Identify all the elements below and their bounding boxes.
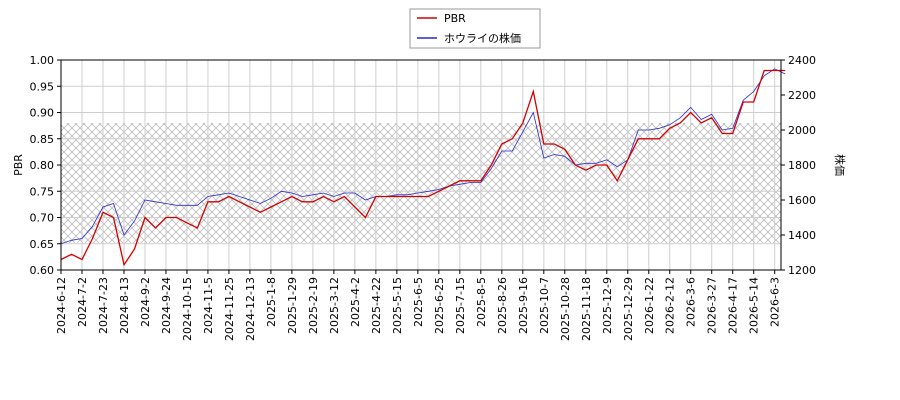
y2-axis-label: 株価 bbox=[833, 154, 847, 176]
legend-label: ホウライの株価 bbox=[444, 31, 521, 45]
y-tick-label: 0.65 bbox=[30, 238, 55, 251]
y2-tick-label: 2200 bbox=[788, 89, 816, 102]
x-tick-label: 2025-4-2 bbox=[349, 277, 362, 327]
x-tick-label: 2024-7-2 bbox=[76, 277, 89, 327]
y-tick-label: 0.85 bbox=[30, 133, 55, 146]
y-tick-label: 0.60 bbox=[30, 264, 55, 277]
x-tick-label: 2026-2-12 bbox=[664, 277, 677, 334]
x-tick-label: 2025-6-25 bbox=[433, 277, 446, 334]
x-tick-label: 2026-4-17 bbox=[727, 277, 740, 334]
x-tick-label: 2026-3-27 bbox=[706, 277, 719, 334]
y-tick-label: 0.80 bbox=[30, 159, 55, 172]
x-tick-label: 2024-6-12 bbox=[55, 277, 68, 334]
x-tick-label: 2026-5-14 bbox=[748, 277, 761, 334]
x-tick-label: 2024-10-15 bbox=[181, 277, 194, 341]
legend bbox=[409, 8, 541, 49]
series-line bbox=[60, 68, 786, 245]
x-tick-label: 2026-1-22 bbox=[643, 277, 656, 334]
y2-tick-label: 1800 bbox=[788, 159, 816, 172]
y-tick-label: 1.00 bbox=[30, 54, 55, 67]
x-tick-label: 2025-10-7 bbox=[538, 277, 551, 334]
y-tick-label: 0.75 bbox=[30, 185, 55, 198]
x-tick-label: 2025-12-29 bbox=[622, 277, 635, 341]
x-tick-label: 2026-3-6 bbox=[685, 277, 698, 327]
x-tick-label: 2025-2-19 bbox=[307, 277, 320, 334]
x-tick-label: 2024-11-25 bbox=[223, 277, 236, 341]
y2-tick-label: 1200 bbox=[788, 264, 816, 277]
x-tick-label: 2024-11-5 bbox=[202, 277, 215, 334]
x-tick-label: 2025-7-15 bbox=[454, 277, 467, 334]
y-tick-label: 0.70 bbox=[30, 212, 55, 225]
x-tick-label: 2025-5-15 bbox=[391, 277, 404, 334]
x-tick-label: 2024-7-23 bbox=[97, 277, 110, 334]
y2-tick-label: 2000 bbox=[788, 124, 816, 137]
legend-label: PBR bbox=[444, 12, 466, 25]
x-tick-label: 2026-6-3 bbox=[769, 277, 782, 327]
x-tick-label: 2025-4-22 bbox=[370, 277, 383, 334]
y2-tick-label: 1400 bbox=[788, 229, 816, 242]
x-tick-label: 2025-8-26 bbox=[496, 277, 509, 334]
shaded-band bbox=[61, 123, 781, 243]
y-tick-label: 0.90 bbox=[30, 107, 55, 120]
x-tick-label: 2024-9-2 bbox=[139, 277, 152, 327]
x-tick-label: 2025-1-29 bbox=[286, 277, 299, 334]
y-axis-label: PBR bbox=[12, 154, 25, 176]
x-tick-label: 2025-3-12 bbox=[328, 277, 341, 334]
x-tick-label: 2024-9-24 bbox=[160, 277, 173, 334]
x-tick-label: 2024-12-13 bbox=[244, 277, 257, 341]
x-tick-label: 2025-10-28 bbox=[559, 277, 572, 341]
x-tick-label: 2024-8-13 bbox=[118, 277, 131, 334]
y2-tick-label: 1600 bbox=[788, 194, 816, 207]
x-tick-label: 2025-1-8 bbox=[265, 277, 278, 327]
x-tick-label: 2025-8-5 bbox=[475, 277, 488, 327]
y-tick-label: 0.95 bbox=[30, 80, 55, 93]
y2-tick-label: 2400 bbox=[788, 54, 816, 67]
series-line bbox=[60, 69, 786, 267]
x-tick-label: 2025-6-5 bbox=[412, 277, 425, 327]
x-tick-label: 2025-9-16 bbox=[517, 277, 530, 334]
x-tick-label: 2025-11-18 bbox=[580, 277, 593, 341]
x-tick-label: 2025-12-9 bbox=[601, 277, 614, 334]
